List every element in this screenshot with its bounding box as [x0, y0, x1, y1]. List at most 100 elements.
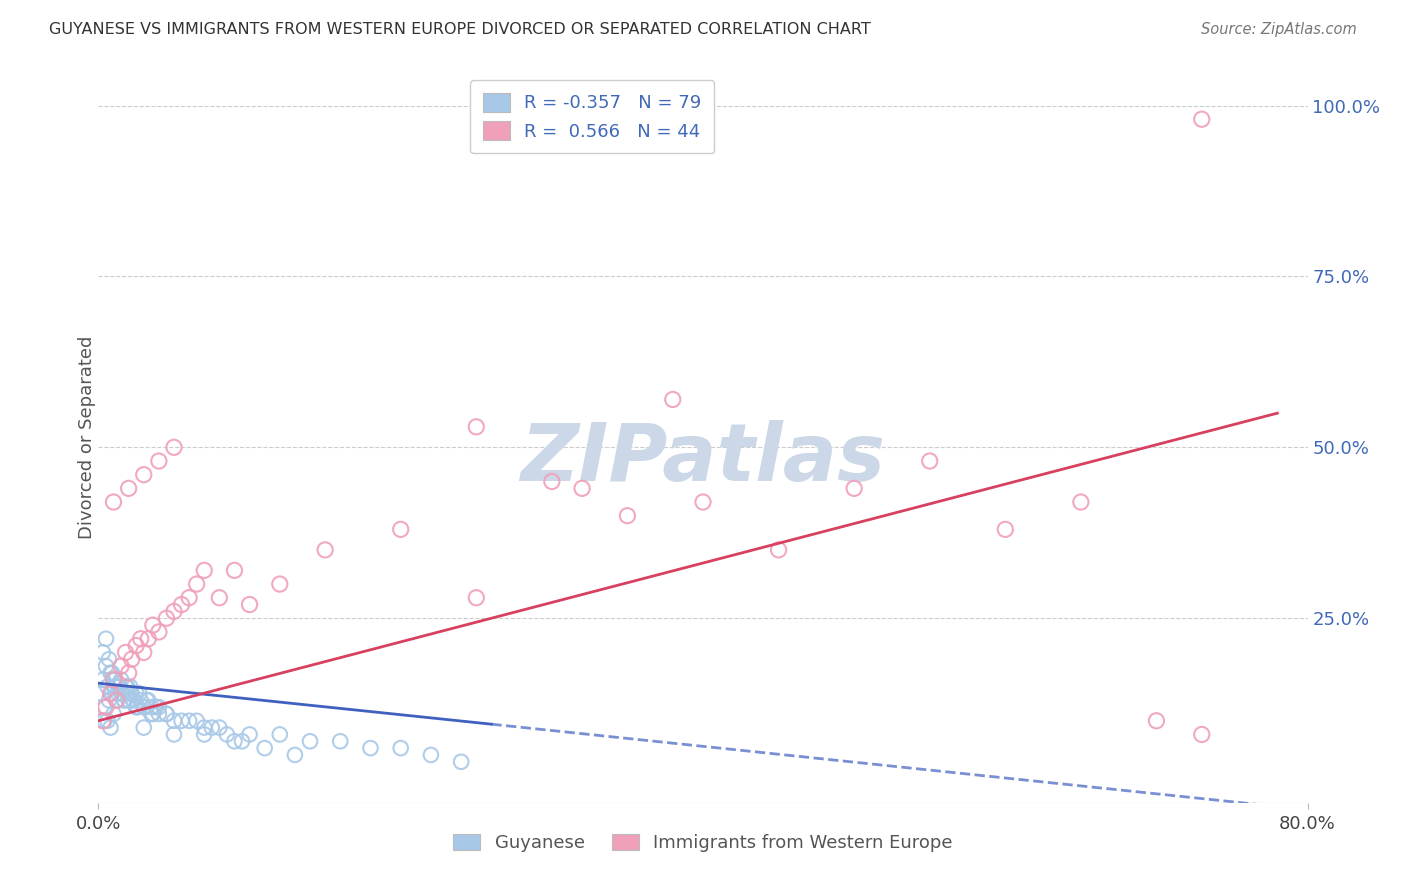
Point — [127, 700, 149, 714]
Point — [136, 693, 159, 707]
Point — [129, 632, 152, 646]
Point — [231, 734, 253, 748]
Point — [111, 686, 134, 700]
Point — [132, 700, 155, 714]
Point — [389, 741, 412, 756]
Text: ZIPatlas: ZIPatlas — [520, 420, 886, 498]
Point — [844, 481, 866, 495]
Point — [208, 591, 231, 605]
Point — [148, 706, 170, 721]
Point — [100, 721, 122, 735]
Point — [163, 440, 186, 454]
Point — [93, 714, 115, 728]
Point — [110, 659, 132, 673]
Point — [269, 577, 291, 591]
Point — [122, 693, 145, 707]
Point — [112, 693, 135, 707]
Point — [103, 673, 125, 687]
Point — [94, 659, 117, 673]
Point — [125, 639, 148, 653]
Point — [118, 693, 141, 707]
Point — [1144, 714, 1167, 728]
Point — [141, 700, 163, 714]
Point — [101, 686, 124, 700]
Point — [105, 693, 128, 707]
Point — [224, 563, 246, 577]
Point — [163, 727, 186, 741]
Point — [284, 747, 307, 762]
Point — [155, 611, 177, 625]
Point — [329, 734, 352, 748]
Point — [104, 680, 127, 694]
Point — [94, 700, 117, 714]
Point — [170, 714, 193, 728]
Point — [129, 693, 152, 707]
Point — [132, 645, 155, 659]
Point — [96, 680, 118, 694]
Point — [115, 680, 138, 694]
Point — [142, 618, 165, 632]
Point — [121, 652, 143, 666]
Point — [120, 686, 142, 700]
Y-axis label: Divorced or Separated: Divorced or Separated — [79, 335, 96, 539]
Point — [132, 700, 155, 714]
Point — [94, 632, 117, 646]
Point — [125, 700, 148, 714]
Point — [201, 721, 224, 735]
Point — [420, 747, 443, 762]
Point — [112, 693, 135, 707]
Point — [163, 604, 186, 618]
Legend: Guyanese, Immigrants from Western Europe: Guyanese, Immigrants from Western Europe — [446, 827, 960, 860]
Point — [125, 700, 148, 714]
Point — [110, 686, 132, 700]
Point — [91, 645, 114, 659]
Point — [118, 665, 141, 680]
Point — [269, 727, 291, 741]
Point — [93, 700, 115, 714]
Point — [142, 706, 165, 721]
Point — [115, 686, 138, 700]
Point — [107, 686, 129, 700]
Point — [125, 686, 148, 700]
Point — [918, 454, 941, 468]
Point — [692, 495, 714, 509]
Point — [465, 591, 488, 605]
Point — [101, 665, 124, 680]
Point — [768, 542, 790, 557]
Point — [193, 727, 215, 741]
Point — [136, 632, 159, 646]
Point — [155, 706, 177, 721]
Point — [540, 475, 562, 489]
Point — [1191, 112, 1213, 127]
Point — [994, 522, 1017, 536]
Point — [1070, 495, 1092, 509]
Point — [91, 673, 114, 687]
Point — [118, 481, 141, 495]
Point — [179, 591, 201, 605]
Point — [132, 467, 155, 482]
Point — [571, 481, 593, 495]
Point — [360, 741, 382, 756]
Point — [114, 680, 136, 694]
Point — [100, 686, 122, 700]
Point — [193, 563, 215, 577]
Point — [215, 727, 238, 741]
Point — [239, 727, 262, 741]
Point — [239, 598, 262, 612]
Point — [91, 714, 114, 728]
Point — [661, 392, 683, 407]
Point — [105, 693, 128, 707]
Point — [107, 680, 129, 694]
Point — [616, 508, 638, 523]
Point — [155, 706, 177, 721]
Text: Source: ZipAtlas.com: Source: ZipAtlas.com — [1201, 22, 1357, 37]
Point — [224, 734, 246, 748]
Point — [299, 734, 322, 748]
Point — [108, 680, 131, 694]
Point — [90, 686, 112, 700]
Point — [465, 420, 488, 434]
Point — [1191, 727, 1213, 741]
Point — [121, 686, 143, 700]
Point — [148, 700, 170, 714]
Point — [103, 495, 125, 509]
